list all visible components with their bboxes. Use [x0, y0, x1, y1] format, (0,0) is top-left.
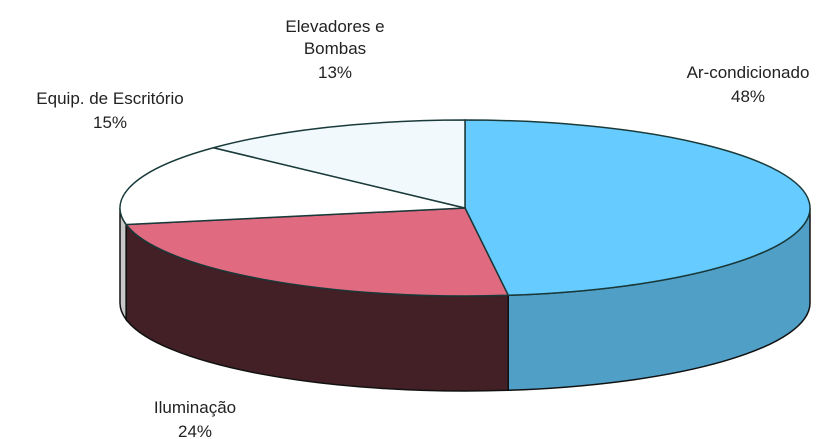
slice-label: Elevadores e Bombas: [285, 17, 385, 58]
value-label: 48%: [730, 87, 766, 106]
value-label: 24%: [177, 422, 213, 439]
slice: [213, 119, 466, 209]
slice: [124, 207, 510, 297]
value-label: 13%: [317, 63, 353, 82]
slice-side: [119, 207, 127, 322]
slice: [464, 119, 811, 297]
slice-label: Equip. de Escritório: [36, 89, 184, 108]
slice-label: Iluminação: [153, 398, 237, 417]
slice-label: Ar-condicionado: [686, 63, 810, 82]
slice: [119, 146, 466, 226]
value-label: 15%: [92, 113, 128, 132]
